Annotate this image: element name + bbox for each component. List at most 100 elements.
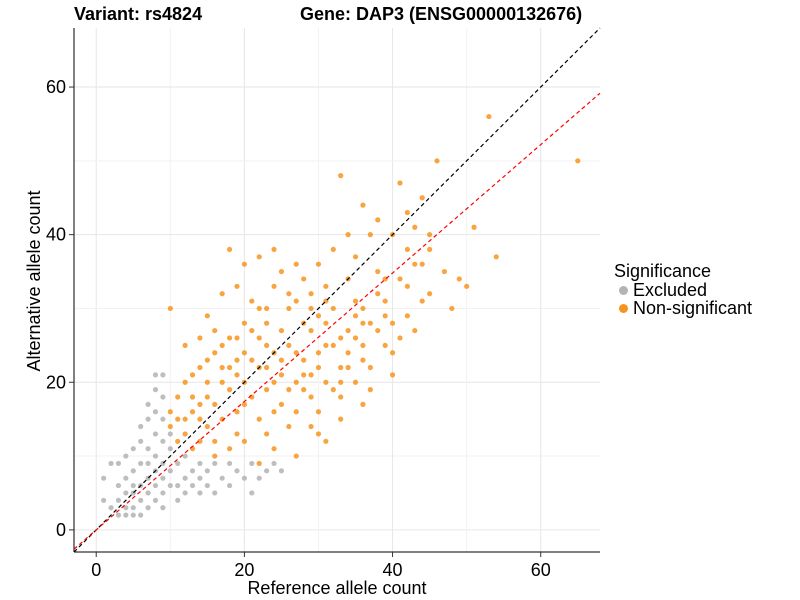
data-point [219, 291, 225, 297]
data-point [338, 335, 344, 341]
data-point [323, 438, 329, 444]
data-point [160, 438, 166, 444]
data-point [264, 320, 270, 326]
data-point [471, 224, 477, 230]
data-point [308, 305, 314, 312]
data-point [412, 327, 418, 334]
data-point [338, 394, 344, 400]
data-point [152, 431, 159, 437]
data-point [345, 350, 351, 356]
data-point [219, 379, 225, 385]
data-point [197, 364, 203, 371]
points-layer [101, 113, 581, 518]
data-point [367, 387, 373, 393]
data-point [204, 423, 210, 430]
data-point [101, 475, 107, 481]
x-tick-label: 60 [531, 560, 551, 580]
data-point [286, 387, 292, 393]
axes [69, 28, 600, 557]
data-point [197, 438, 203, 444]
data-point [264, 342, 270, 348]
data-point [286, 305, 292, 312]
data-point [234, 372, 240, 378]
data-point [123, 453, 129, 459]
data-point [330, 342, 336, 348]
data-point [338, 379, 344, 385]
data-point [234, 335, 240, 341]
data-point [234, 283, 240, 289]
data-point [456, 276, 462, 282]
data-point [160, 394, 166, 400]
data-point [130, 512, 136, 518]
data-point [182, 490, 188, 496]
data-point [271, 460, 277, 467]
data-point [330, 387, 336, 393]
data-point [575, 158, 581, 164]
data-point [182, 342, 188, 348]
data-point [271, 446, 277, 452]
data-point [367, 364, 373, 371]
data-point [189, 409, 196, 415]
data-point [115, 460, 122, 467]
grid-lines [74, 28, 600, 552]
data-point [138, 438, 144, 444]
data-point [352, 298, 359, 304]
data-point [241, 320, 247, 326]
legend-item-non-significant: Non-significant [614, 299, 752, 317]
data-point [404, 209, 410, 216]
data-point [234, 468, 240, 474]
data-point [360, 320, 366, 326]
data-point [293, 379, 299, 385]
data-point [160, 372, 166, 378]
data-point [315, 350, 322, 356]
data-point [212, 327, 218, 334]
data-point [226, 246, 233, 253]
data-point [256, 460, 262, 467]
data-point [352, 313, 359, 319]
data-point [323, 379, 329, 385]
data-point [256, 416, 262, 422]
data-point [189, 394, 196, 400]
tick-labels: 0 20 40 60 0 20 40 60 [46, 77, 551, 580]
data-point [382, 298, 388, 304]
data-point [404, 246, 410, 253]
data-point [352, 254, 359, 260]
data-point [308, 327, 314, 334]
data-point [360, 357, 366, 363]
data-point [404, 313, 410, 319]
data-point [293, 261, 299, 267]
data-point [212, 401, 218, 407]
data-point [226, 446, 233, 452]
data-point [219, 475, 225, 481]
data-point [115, 512, 122, 518]
data-point [152, 387, 159, 393]
data-point [315, 431, 322, 437]
data-point [212, 438, 218, 444]
data-point [249, 490, 255, 496]
data-point [486, 113, 492, 120]
data-point [241, 401, 247, 407]
data-point [115, 497, 122, 503]
data-point [219, 416, 225, 422]
data-point [226, 387, 233, 393]
data-point [175, 460, 181, 467]
data-point [152, 453, 159, 459]
data-point [293, 350, 299, 356]
data-point [434, 158, 440, 164]
legend: Significance Excluded Non-significant [614, 261, 752, 317]
data-point [138, 460, 144, 467]
data-point [234, 431, 240, 437]
data-point [108, 460, 114, 467]
data-point [286, 342, 292, 348]
data-point [138, 512, 144, 518]
data-point [330, 305, 336, 312]
data-point [212, 490, 218, 496]
data-point [130, 505, 136, 511]
data-point [315, 313, 322, 319]
data-point [271, 379, 277, 385]
series-excluded [101, 372, 285, 518]
data-point [264, 468, 270, 474]
data-point [145, 490, 151, 496]
data-point [101, 497, 107, 503]
